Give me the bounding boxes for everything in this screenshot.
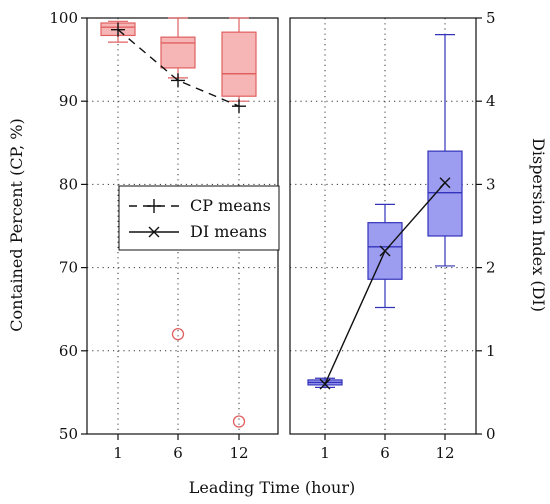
legend-cp-label: CP means [190, 196, 271, 215]
y-axis-right-label: Dispersion Index (DI) [529, 138, 548, 312]
cp-box-12 [221, 17, 257, 428]
cp-mean-point [111, 22, 125, 37]
y-left-tick-label: 90 [59, 92, 78, 110]
y-left-tick-label: 100 [49, 9, 78, 27]
x-tick-label: 1 [320, 444, 330, 462]
di-mean-point [439, 177, 451, 189]
x-tick-label: 1 [113, 444, 123, 462]
x-tick-label: 12 [435, 444, 454, 462]
legend: CP means DI means [118, 185, 280, 251]
x-axis-label: Leading Time (hour) [189, 478, 356, 497]
y-right-tick-label: 3 [486, 175, 496, 193]
y-left-tick-label: 50 [59, 425, 78, 443]
y-right-tick-label: 2 [486, 259, 496, 277]
y-axis-left-label: Contained Percent (CP, %) [7, 118, 26, 331]
y-left-tick-label: 60 [59, 342, 78, 360]
di-box-12 [427, 34, 463, 267]
legend-di-label: DI means [190, 222, 267, 241]
legend-box [118, 185, 280, 251]
cp-mean-point [232, 99, 246, 114]
di-mean-point [319, 378, 331, 390]
cp-iqr-box [221, 31, 257, 97]
x-tick-label: 6 [173, 444, 183, 462]
cp-mean-point [171, 73, 185, 88]
y-right-tick-label: 4 [486, 92, 496, 110]
di-mean-point [379, 245, 391, 257]
y-right-tick-label: 0 [486, 425, 496, 443]
cp-outlier [171, 328, 185, 341]
y-left-tick-label: 80 [59, 175, 78, 193]
right-panel-frame [289, 17, 477, 435]
y-left-tick-label: 70 [59, 259, 78, 277]
means-layer [111, 22, 451, 390]
legend-di-marker [148, 226, 160, 238]
x-tick-label: 6 [380, 444, 390, 462]
di-iqr-box [427, 150, 463, 237]
x-tick-label: 12 [229, 444, 248, 462]
cp-iqr-box [160, 36, 196, 69]
cp-outlier [232, 415, 246, 428]
legend-cp-marker [147, 199, 161, 213]
y-right-tick-label: 5 [486, 9, 496, 27]
cp-box-6 [160, 17, 196, 341]
y-right-tick-label: 1 [486, 342, 496, 360]
di-box-6 [367, 203, 403, 309]
